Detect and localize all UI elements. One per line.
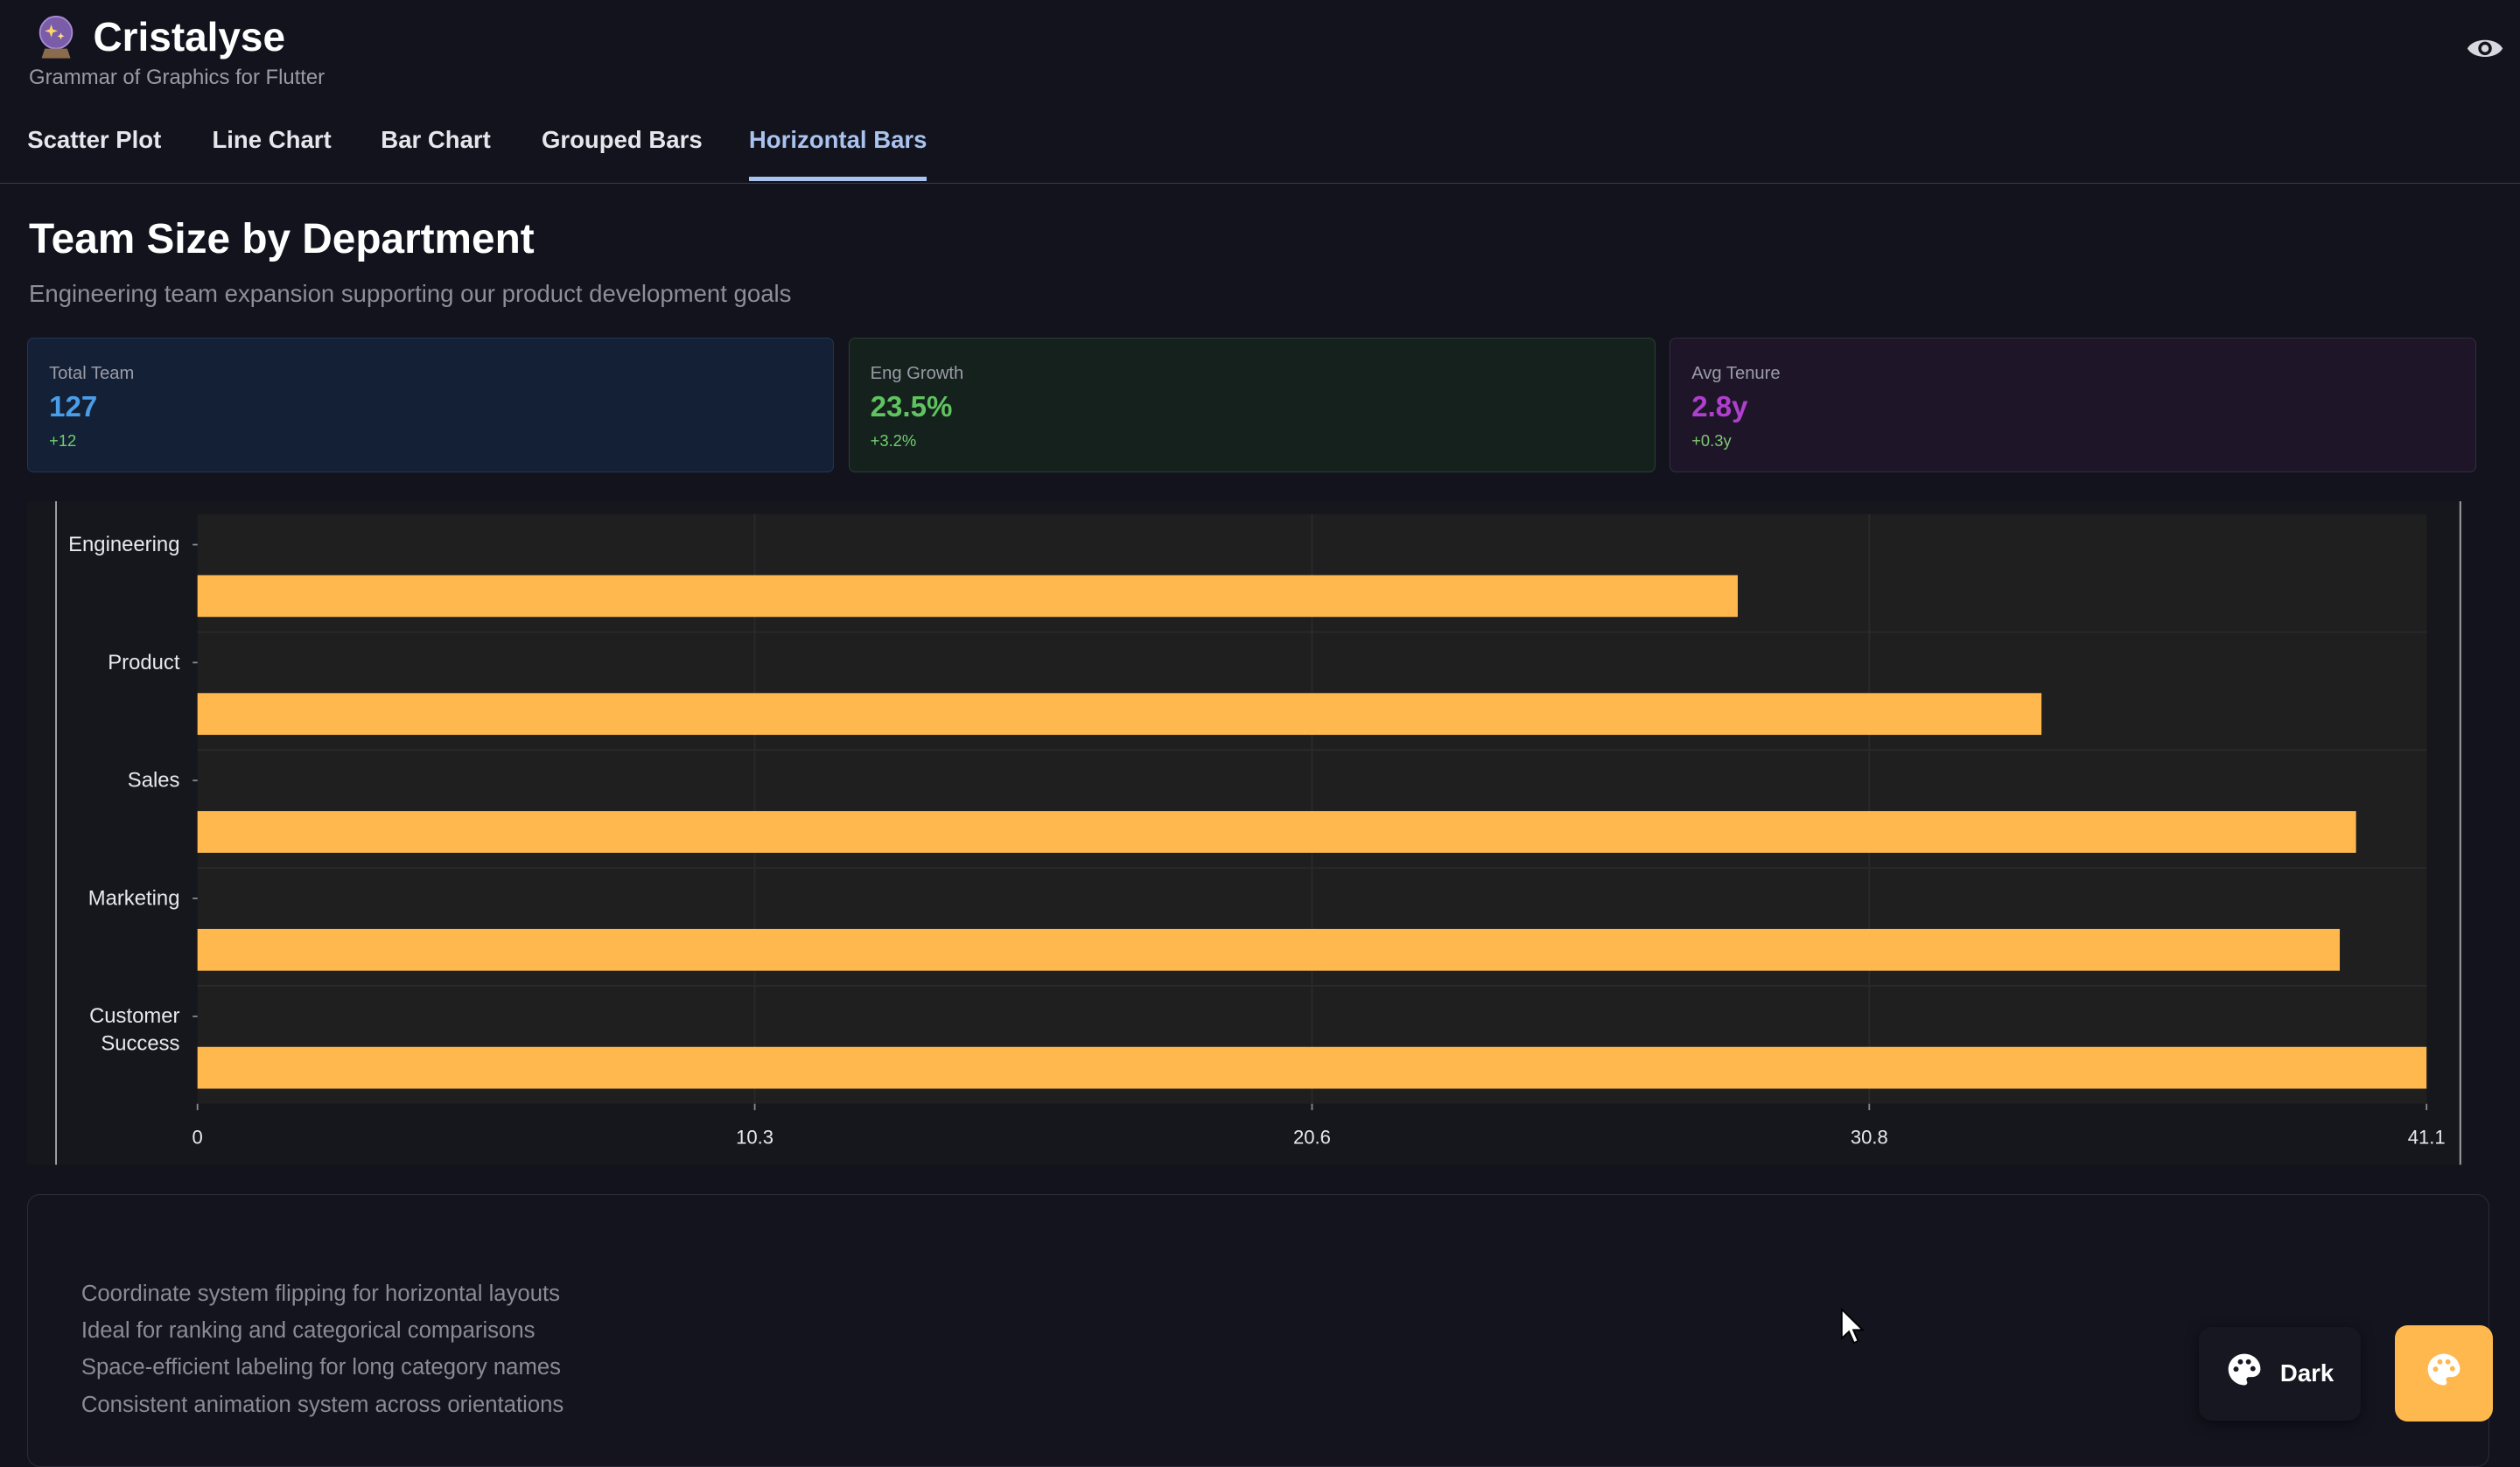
theme-toggle-button[interactable]: Dark [2198,1327,2362,1421]
palette-fab-button[interactable] [2394,1325,2493,1422]
bar-marketing [197,928,2341,971]
feature-item: Coordinate system flipping for horizonta… [80,1281,561,1306]
eye-icon[interactable] [2466,32,2504,65]
palette-icon [2225,1351,2264,1396]
app-logo: Cristalyse [35,13,285,61]
tab-grouped-bars[interactable]: Grouped Bars [541,126,703,154]
features-panel: Coordinate system flipping for horizonta… [27,1193,2490,1467]
tab-bar-chart[interactable]: Bar Chart [381,126,491,154]
bar-sales [197,811,2356,853]
page-subtitle: Engineering team expansion supporting ou… [29,279,792,307]
y-tick-label: Customer Success [89,1004,179,1055]
bar-engineering [197,575,1739,618]
y-tick-label: Engineering [68,533,179,556]
feature-item: Ideal for ranking and categorical compar… [80,1318,536,1344]
y-tick-label: Sales [128,769,180,793]
metric-card-avg-tenure: Avg Tenure 2.8y +0.3y [1670,337,2477,472]
metric-value: 2.8y [1691,391,1748,424]
y-tick-label: Marketing [88,886,180,910]
metric-change: +12 [49,431,77,451]
feature-item: Consistent animation system across orien… [80,1392,564,1417]
bar-product [197,693,2042,736]
x-tick-label: 0 [192,1127,203,1149]
x-tick-label: 41.1 [2408,1127,2446,1149]
crystal-ball-icon [35,13,77,61]
metric-label: Eng Growth [870,364,964,384]
metric-change: +3.2% [870,431,917,451]
theme-toggle-label: Dark [2279,1359,2334,1387]
chart-canvas: 0 10.3 20.6 30.8 41.1 Engineering Product Sales… [27,501,2464,1165]
x-tick-label: 10.3 [736,1127,774,1149]
app-title: Cristalyse [93,14,285,60]
metric-card-eng-growth: Eng Growth 23.5% +3.2% [848,337,1656,472]
tab-horizontal-bars[interactable]: Horizontal Bars [748,106,928,182]
app-subtitle: Grammar of Graphics for Flutter [29,66,326,90]
page-title: Team Size by Department [29,216,535,263]
metric-label: Total Team [49,364,135,384]
palette-icon [2425,1351,2463,1396]
metric-label: Avg Tenure [1691,364,1781,384]
horizontal-bar-chart: 0 10.3 20.6 30.8 41.1 Engineering Product Sales… [27,501,2488,1176]
x-tick-label: 30.8 [1851,1127,1888,1149]
tab-line-chart[interactable]: Line Chart [212,126,332,154]
bar-customer-success [197,1046,2427,1089]
mouse-cursor-icon [1840,1307,1866,1353]
x-tick-label: 20.6 [1293,1127,1331,1149]
y-tick-label: Product [108,651,180,674]
metric-change: +0.3y [1691,431,1732,451]
tab-scatter-plot[interactable]: Scatter Plot [27,126,162,154]
metric-value: 127 [49,391,98,424]
top-app-bar: Cristalyse Grammar of Graphics for Flutt… [0,0,2520,185]
feature-item: Space-efficient labeling for long catego… [80,1355,562,1380]
metric-card-total-team: Total Team 127 +12 [27,337,835,472]
metric-value: 23.5% [870,391,953,424]
